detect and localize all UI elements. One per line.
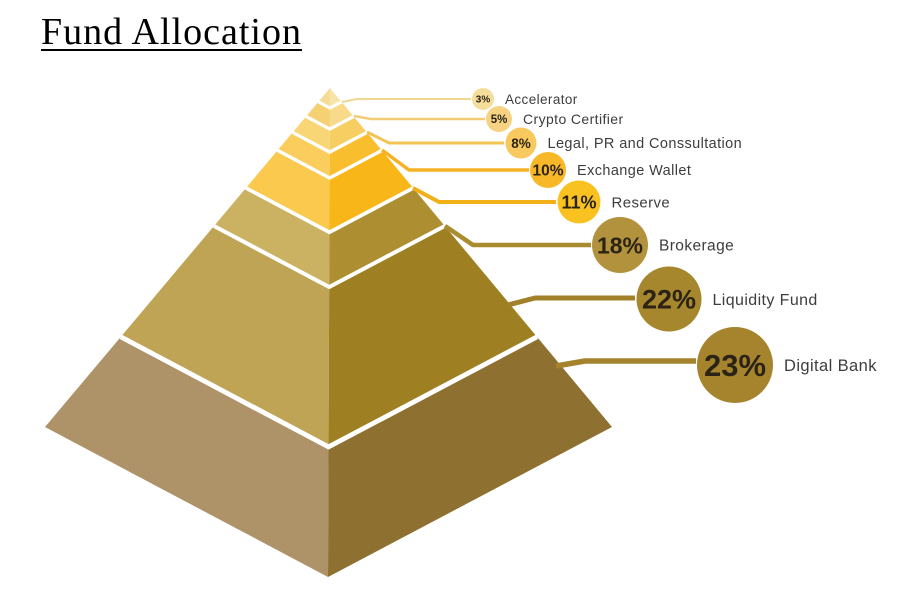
percent-label-crypto-certifier: 5% [491, 114, 508, 126]
tier-face-right-reserve [329, 150, 414, 233]
callout-circle-reserve [557, 180, 601, 224]
callout-circle-legal-pr-and-conssultation [505, 127, 537, 159]
callout-line-exchange-wallet [380, 148, 529, 172]
segment-label-digital-bank: Digital Bank [784, 357, 877, 375]
tier-gap-4 [276, 148, 383, 180]
percent-label-exchange-wallet: 10% [532, 163, 563, 180]
callout-line-crypto-certifier [353, 114, 485, 121]
segment-label-legal-pr-and-conssultation: Legal, PR and Conssultation [548, 136, 743, 152]
tier-face-right-brokerage [329, 188, 445, 288]
tier-gap-7 [119, 334, 539, 450]
tier-face-right-digital-bank [328, 336, 612, 577]
segment-label-brokerage: Brokerage [659, 238, 734, 255]
tier-face-left-digital-bank [45, 336, 329, 577]
percent-label-digital-bank: 23% [704, 348, 766, 383]
callout-circle-exchange-wallet [530, 152, 566, 188]
callout-line-accelerator [341, 98, 471, 103]
tier-face-left-liquidity-fund [120, 225, 330, 447]
tier-gap-3 [291, 130, 368, 154]
callout-circle-brokerage [592, 217, 648, 273]
tier-face-left-brokerage [214, 188, 330, 288]
callout-line-reserve [412, 186, 556, 204]
callout-circle-crypto-certifier [486, 106, 512, 132]
percent-label-liquidity-fund: 22% [642, 285, 696, 315]
percent-label-brokerage: 18% [597, 232, 643, 258]
tier-gap-1 [317, 100, 343, 110]
tier-face-right-liquidity-fund [328, 225, 537, 447]
percent-label-legal-pr-and-conssultation: 8% [511, 136, 531, 151]
percent-label-reserve: 11% [561, 192, 596, 212]
tier-face-left-exchange-wallet [277, 132, 330, 178]
callout-circle-digital-bank [697, 327, 773, 403]
segment-label-liquidity-fund: Liquidity Fund [713, 292, 818, 309]
page-title: Fund Allocation [41, 11, 302, 53]
segment-label-exchange-wallet: Exchange Wallet [577, 163, 691, 179]
tier-face-right-exchange-wallet [329, 132, 382, 178]
percent-label-accelerator: 3% [476, 95, 491, 106]
tier-gap-6 [213, 224, 446, 290]
callout-circle-accelerator [472, 88, 494, 110]
tier-gap-2 [305, 115, 355, 131]
callout-line-digital-bank [555, 358, 696, 369]
callout-line-brokerage [443, 224, 591, 248]
callout-line-legal-pr-and-conssultation [366, 130, 504, 145]
segment-label-crypto-certifier: Crypto Certifier [523, 111, 624, 127]
tier-gap-5 [245, 186, 415, 235]
callout-circle-liquidity-fund [636, 266, 702, 332]
segment-label-accelerator: Accelerator [505, 92, 578, 107]
tier-face-right-crypto-certifier [329, 101, 354, 130]
tier-face-left-crypto-certifier [306, 101, 330, 130]
tier-face-left-reserve [245, 150, 330, 233]
callout-line-liquidity-fund [507, 295, 635, 308]
segment-label-reserve: Reserve [612, 194, 671, 211]
